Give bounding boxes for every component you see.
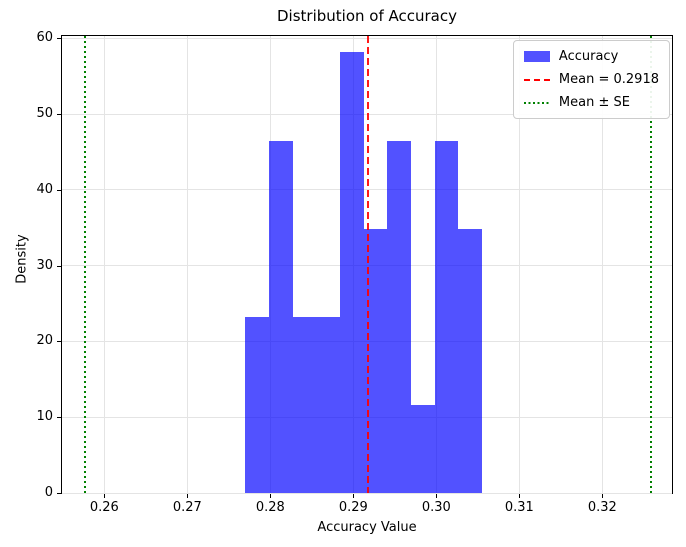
histogram-bar [387, 140, 411, 493]
gridline-vertical [601, 36, 603, 493]
se-upper-line [650, 36, 652, 493]
x-tick-label: 0.32 [587, 500, 617, 515]
legend-item: Mean = 0.2918 [523, 70, 659, 89]
legend-swatch-dashed-line [523, 78, 550, 81]
chart-title: Distribution of Accuracy [277, 7, 457, 25]
histogram-bar [434, 140, 459, 493]
se-lower-line [84, 36, 86, 493]
x-tick-mark [104, 494, 106, 498]
legend-item-label: Mean = 0.2918 [558, 72, 659, 87]
x-tick-mark [519, 494, 521, 498]
x-tick-mark [187, 494, 189, 498]
y-tick-label: 50 [36, 106, 53, 122]
legend-item-label: Accuracy [558, 49, 619, 64]
histogram-bar [316, 316, 341, 493]
legend-item: Mean ± SE [523, 93, 659, 112]
gridline-vertical [186, 36, 188, 493]
y-tick-label: 10 [36, 409, 53, 425]
gridline-horizontal [62, 189, 672, 191]
y-tick-label: 40 [36, 181, 53, 197]
x-tick-mark [436, 494, 438, 498]
y-tick-mark [57, 417, 61, 419]
x-tick-label: 0.28 [255, 500, 285, 515]
x-tick-label: 0.26 [89, 500, 119, 515]
gridline-vertical [103, 36, 105, 493]
x-tick-label: 0.31 [504, 500, 534, 515]
y-tick-label: 60 [36, 30, 53, 46]
mean-line [367, 36, 370, 493]
x-axis-label: Accuracy Value [317, 520, 417, 535]
y-tick-mark [57, 265, 61, 267]
y-tick-label: 20 [36, 333, 53, 349]
histogram-bar [411, 404, 435, 493]
x-tick-mark [602, 494, 604, 498]
y-tick-mark [57, 341, 61, 343]
x-tick-mark [353, 494, 355, 498]
y-tick-mark [57, 38, 61, 40]
histogram-bar [269, 140, 293, 493]
histogram-bar [292, 316, 317, 493]
y-tick-mark [57, 493, 61, 494]
histogram-bar [245, 316, 270, 493]
histogram-bar [340, 52, 364, 493]
legend-swatch-patch [523, 51, 550, 62]
x-tick-mark [270, 494, 272, 498]
gridline-horizontal [62, 492, 672, 494]
y-tick-label: 0 [44, 485, 53, 500]
histogram-bar [458, 228, 482, 493]
gridline-horizontal [62, 37, 672, 39]
x-tick-label: 0.29 [338, 500, 368, 515]
gridline-horizontal [62, 113, 672, 115]
y-tick-mark [57, 114, 61, 116]
x-tick-label: 0.27 [172, 500, 202, 515]
legend: Accuracy Mean = 0.2918 Mean ± SE [512, 40, 670, 119]
y-tick-label: 30 [36, 257, 53, 273]
y-tick-mark [57, 189, 61, 191]
legend-swatch-dotted-line [523, 101, 550, 104]
histogram-bar [363, 228, 388, 493]
legend-item-label: Mean ± SE [558, 95, 630, 110]
gridline-vertical [518, 36, 520, 493]
x-tick-label: 0.30 [421, 500, 451, 515]
legend-item: Accuracy [523, 47, 659, 66]
